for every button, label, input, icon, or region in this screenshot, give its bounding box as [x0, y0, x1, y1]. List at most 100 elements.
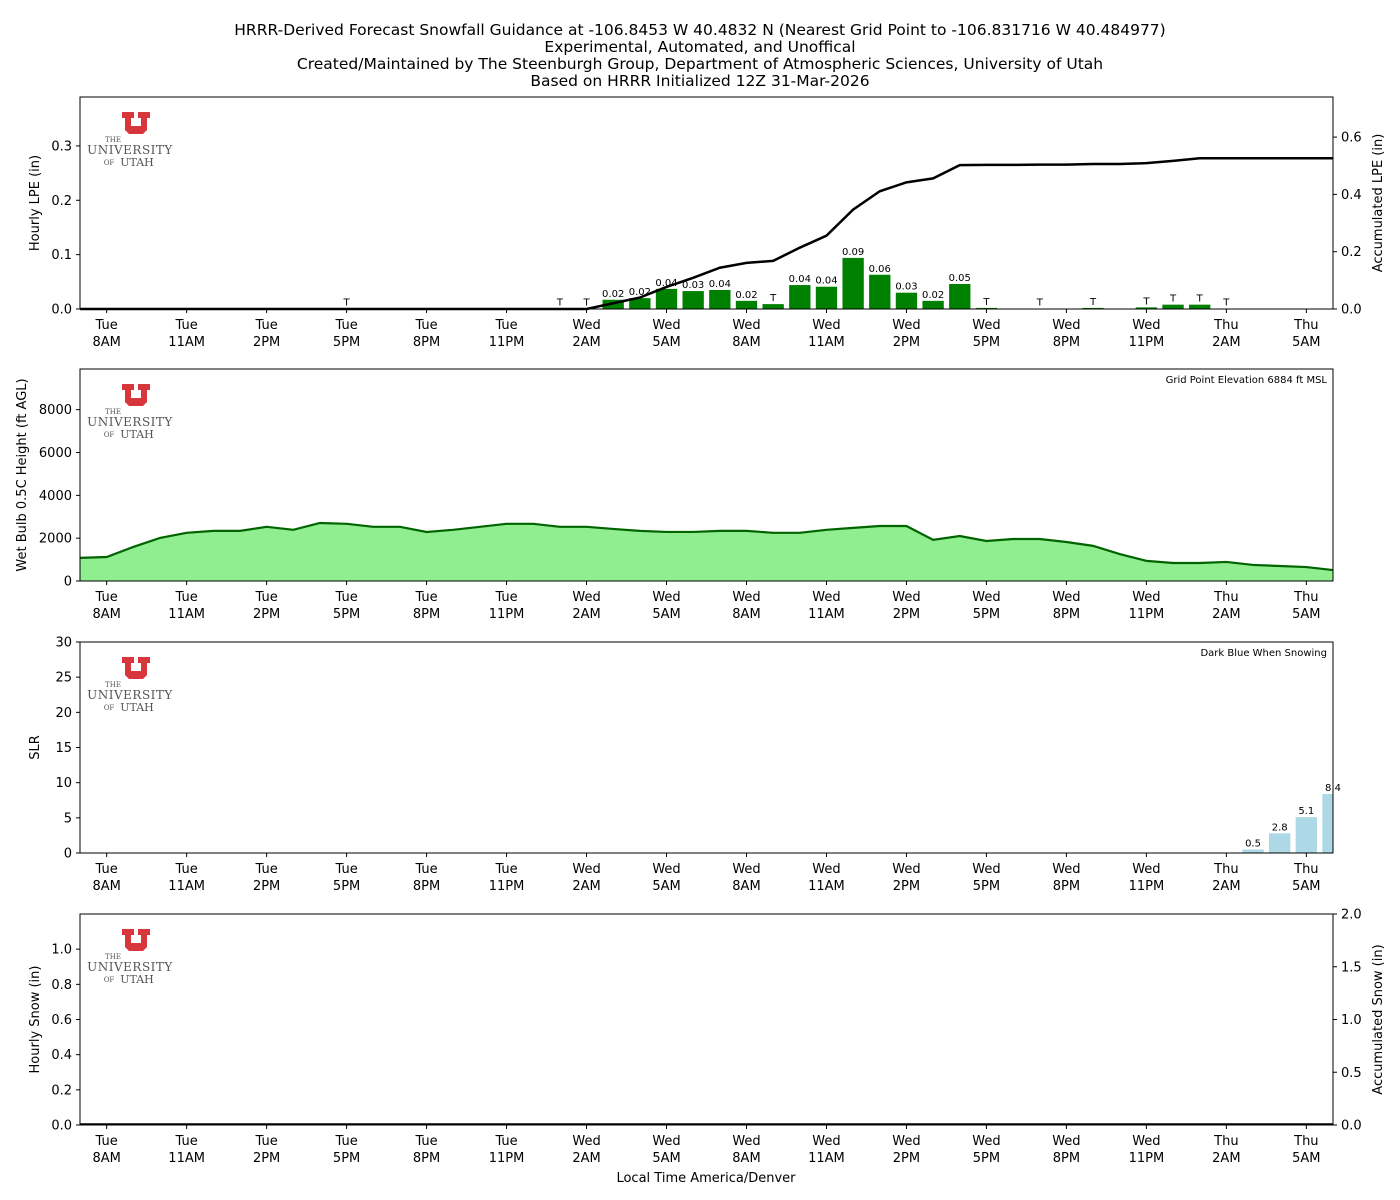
bar-label: T	[343, 298, 351, 309]
x-tick-label-time: 8AM	[92, 607, 120, 622]
logo-text-of: OF	[104, 431, 115, 439]
x-tick-label-day: Wed	[1132, 1134, 1160, 1149]
x-tick-label-day: Tue	[255, 590, 278, 605]
y2-axis-label: Accumulated Snow (in)	[1371, 944, 1386, 1094]
x-tick-label-day: Tue	[175, 1134, 198, 1149]
bar-label: 0.04	[815, 276, 837, 287]
x-tick-label-time: 8PM	[413, 607, 440, 622]
x-tick-label-time: 8AM	[732, 607, 760, 622]
x-tick-label-day: Wed	[972, 1134, 1000, 1149]
y2-tick-label: 0.2	[1341, 245, 1362, 260]
x-tick-label-day: Tue	[95, 862, 118, 877]
x-tick-label-time: 2AM	[1212, 335, 1240, 350]
x-tick-label-time: 8AM	[732, 335, 760, 350]
bar-label: T	[982, 297, 990, 308]
x-tick-label-time: 11PM	[489, 607, 525, 622]
x-tick-label-time: 8PM	[1053, 879, 1080, 894]
x-tick-label-time: 5AM	[1292, 1151, 1320, 1166]
x-tick-label-time: 8PM	[413, 879, 440, 894]
bar-label: T	[769, 293, 777, 304]
chart-title: HRRR-Derived Forecast Snowfall Guidance …	[0, 22, 1400, 90]
y2-tick-label: 0.0	[1341, 303, 1362, 318]
x-tick-label-day: Wed	[892, 1134, 920, 1149]
plot-frame	[79, 641, 1334, 854]
bar	[629, 298, 651, 309]
y-tick-label: 0.3	[51, 139, 72, 154]
bar-label: 0.02	[629, 287, 651, 298]
bar	[842, 257, 864, 309]
x-tick-label-day: Thu	[1213, 1134, 1238, 1149]
x-tick-label-time: 5PM	[333, 879, 360, 894]
bar-label: 0.04	[709, 279, 731, 290]
title-line-3: Created/Maintained by The Steenburgh Gro…	[296, 55, 1104, 73]
x-tick-label-day: Tue	[494, 862, 517, 877]
annotation: Dark Blue When Snowing	[1200, 648, 1327, 659]
area-fill	[80, 522, 1333, 581]
logo-u-block	[122, 384, 150, 406]
y-tick-label: 5	[64, 811, 72, 826]
x-tick-label-day: Tue	[414, 1134, 437, 1149]
logo-text-the: THE	[105, 681, 121, 689]
x-tick-label-time: 2AM	[572, 607, 600, 622]
x-tick-label-time: 11PM	[489, 1151, 525, 1166]
x-tick-label-day: Wed	[572, 318, 600, 333]
x-tick-label-day: Tue	[95, 318, 118, 333]
x-tick-label-day: Wed	[732, 1134, 760, 1149]
bar-label: 0.06	[869, 264, 891, 275]
bar	[735, 300, 758, 309]
x-tick-label-day: Tue	[334, 318, 357, 333]
logo-text-of: OF	[104, 704, 115, 712]
y-tick-label: 25	[55, 671, 72, 686]
x-tick-label-day: Tue	[175, 862, 198, 877]
x-tick-label-day: Tue	[494, 590, 517, 605]
y-axis-label: Wet Bulb 0.5C Height (ft AGL)	[15, 378, 30, 571]
x-tick-label-time: 5AM	[1292, 607, 1320, 622]
x-tick-label-time: 11PM	[489, 335, 525, 350]
y2-tick-label: 1.0	[1341, 1013, 1362, 1028]
y-axis-label: Hourly LPE (in)	[28, 155, 43, 251]
x-tick-label-time: 11PM	[1129, 335, 1165, 350]
x-tick-label-time: 8PM	[413, 335, 440, 350]
x-tick-label-time: 2PM	[253, 879, 280, 894]
logo-u-block	[122, 112, 150, 134]
bar-label: T	[556, 298, 564, 309]
x-tick-label-time: 8AM	[732, 1151, 760, 1166]
bar	[1322, 793, 1333, 853]
x-tick-label-day: Wed	[812, 862, 840, 877]
x-tick-label-day: Wed	[972, 862, 1000, 877]
bar	[895, 292, 918, 309]
bar-label: 0.02	[922, 290, 944, 301]
y-tick-label: 0	[64, 847, 72, 862]
plot-frame	[79, 368, 1334, 582]
logo-text-the: THE	[105, 136, 121, 144]
bar-label: T	[1169, 294, 1177, 305]
bar-label: T	[1142, 296, 1150, 307]
bar	[815, 286, 838, 309]
x-tick-label-time: 5AM	[652, 879, 680, 894]
logo-text-the: THE	[105, 953, 121, 961]
x-tick-label-day: Wed	[892, 862, 920, 877]
y2-tick-label: 0.5	[1341, 1066, 1362, 1081]
x-tick-label-time: 8AM	[92, 335, 120, 350]
y-tick-label: 8000	[39, 403, 72, 418]
bar	[949, 283, 971, 309]
x-tick-label-day: Wed	[1052, 862, 1080, 877]
x-tick-label-time: 5AM	[1292, 879, 1320, 894]
y-tick-label: 10	[55, 776, 72, 791]
x-tick-label-day: Tue	[494, 318, 517, 333]
logo-u-block	[122, 929, 150, 951]
bar	[1242, 849, 1264, 853]
logo-text-university: UNIVERSITY	[87, 143, 173, 157]
x-tick-label-time: 2PM	[253, 335, 280, 350]
x-tick-label-day: Wed	[732, 862, 760, 877]
x-tick-label-day: Tue	[175, 318, 198, 333]
y-tick-label: 0.8	[51, 978, 72, 993]
bar-label: 0.09	[842, 247, 864, 258]
y-tick-label: 2000	[39, 532, 72, 547]
bar	[762, 304, 784, 309]
title-line-1: HRRR-Derived Forecast Snowfall Guidance …	[234, 21, 1166, 39]
x-tick-label-time: 11AM	[168, 879, 205, 894]
